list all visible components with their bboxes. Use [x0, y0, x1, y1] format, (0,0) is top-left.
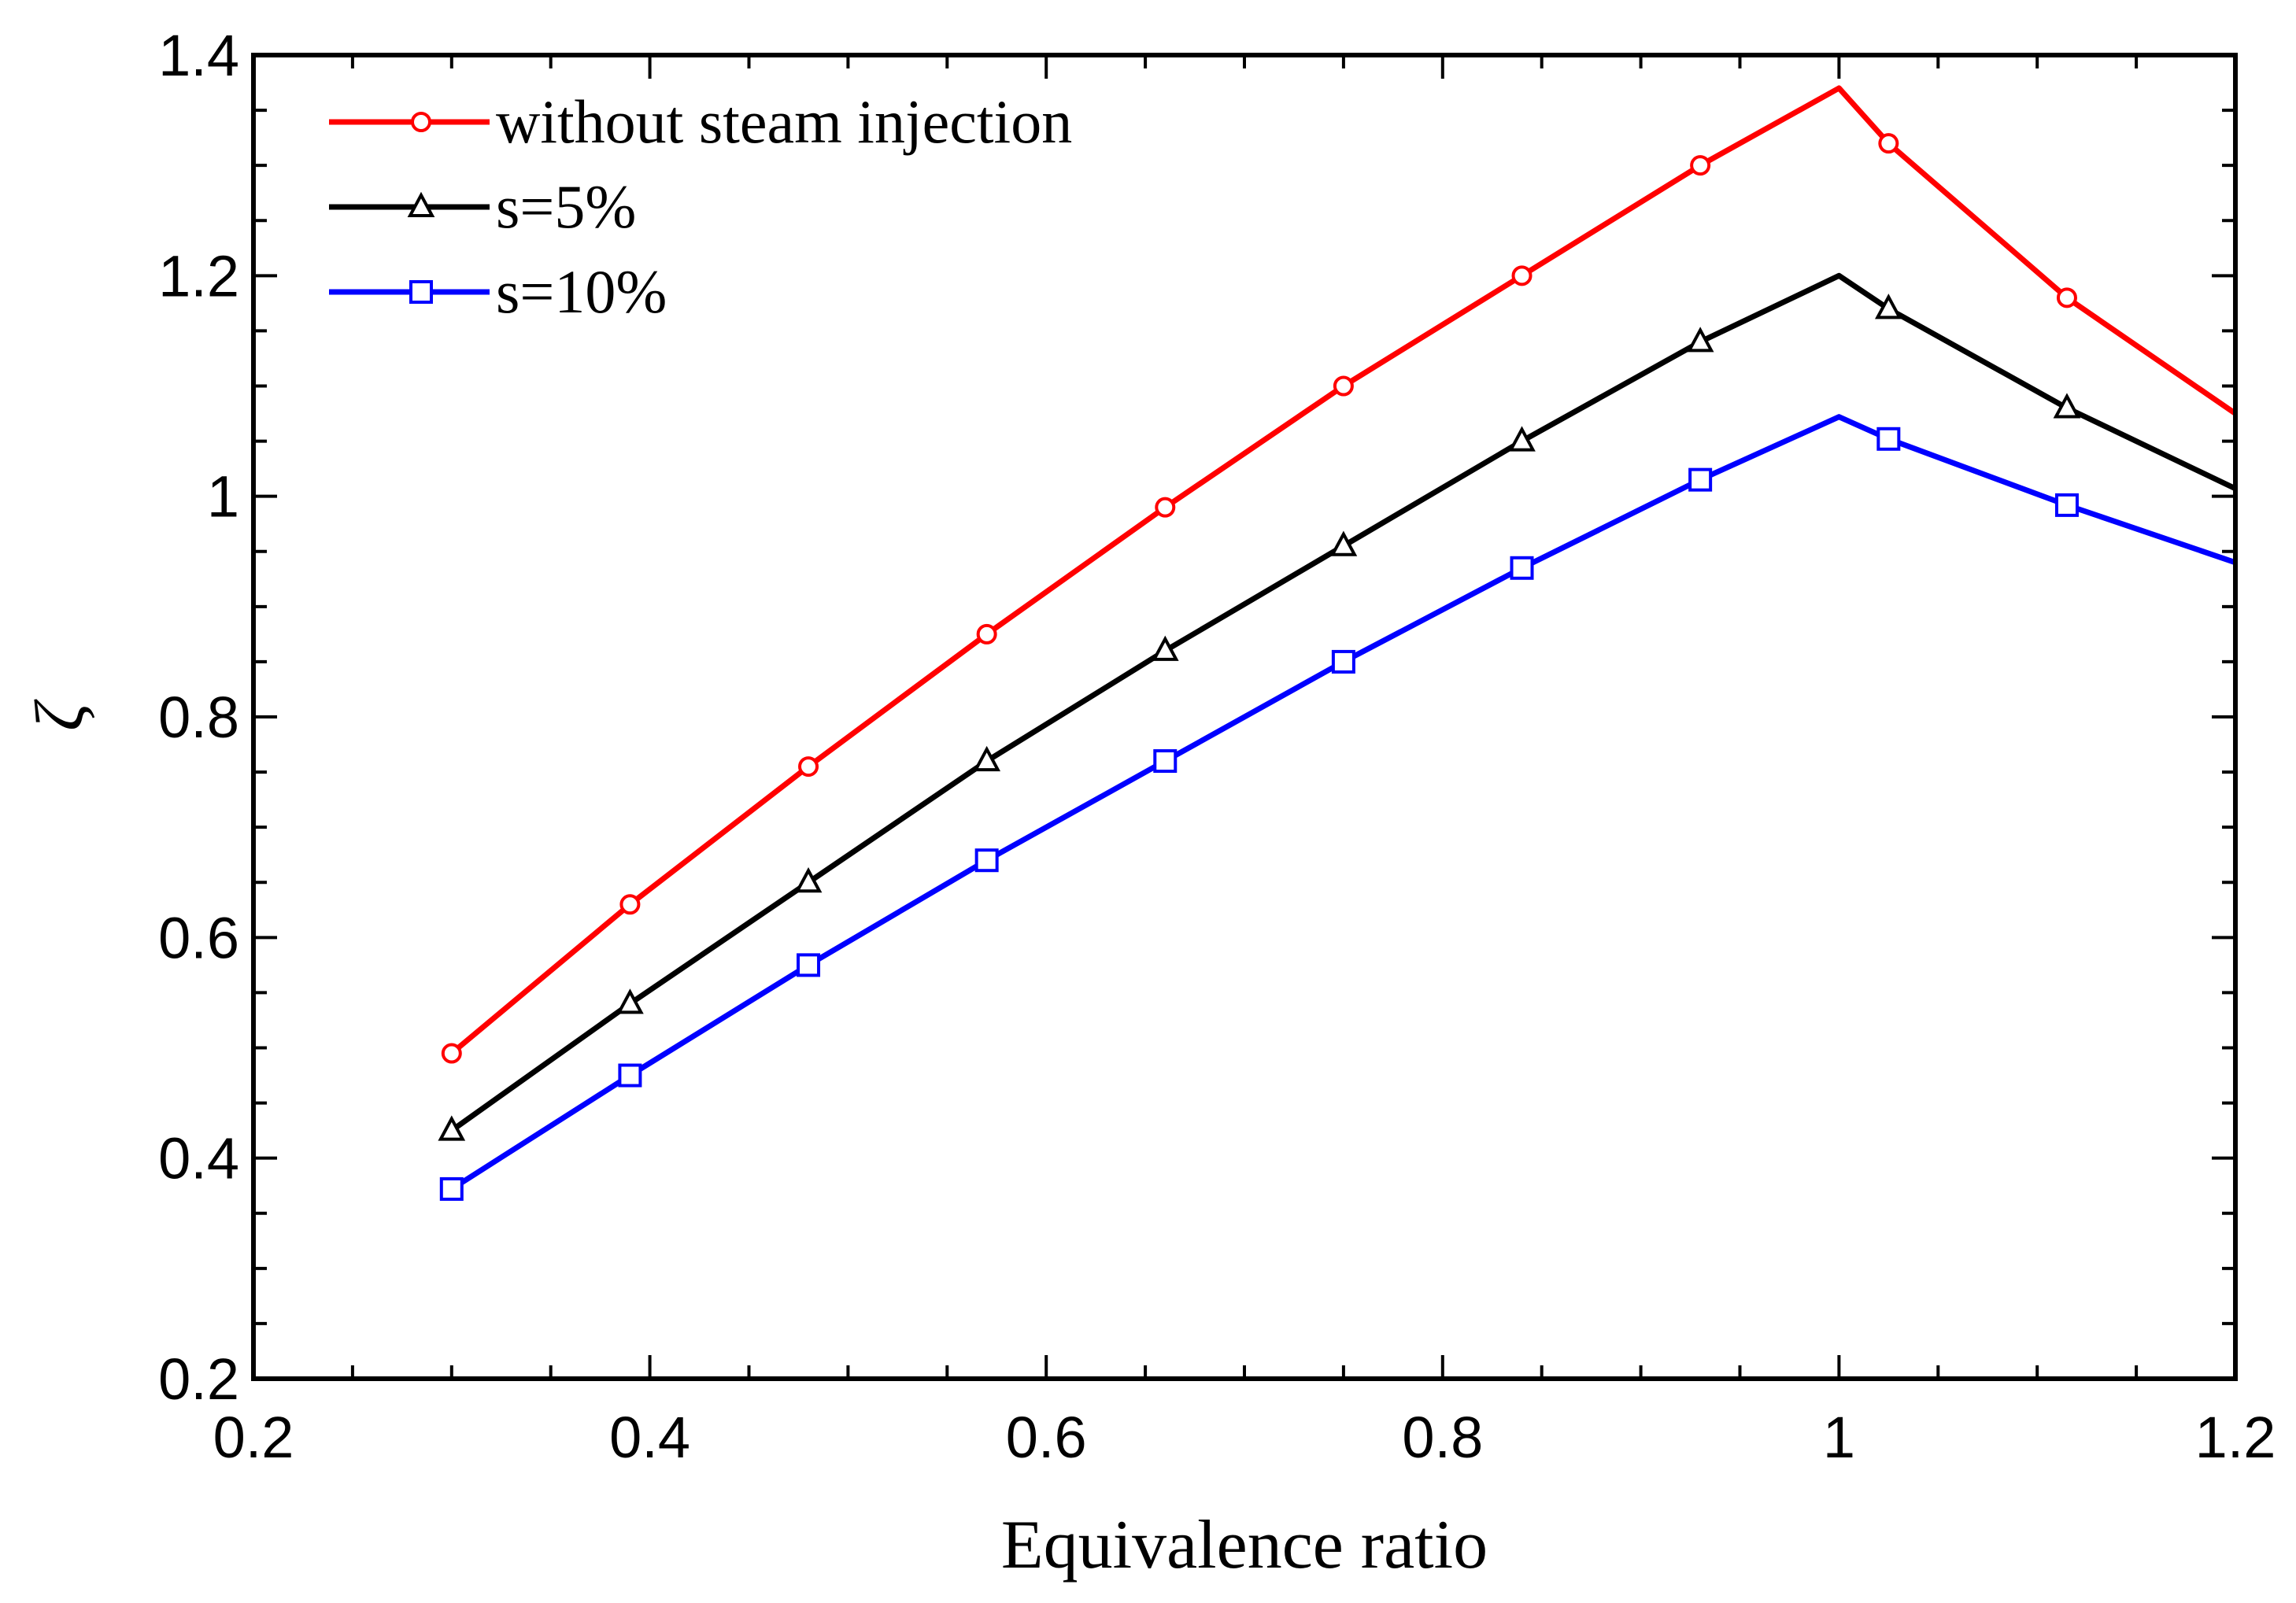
x-tick-label: 0.6: [1006, 1405, 1087, 1470]
x-tick-label: 1: [1823, 1405, 1855, 1470]
data-point: [2053, 393, 2081, 419]
series-2: [439, 414, 2237, 1201]
data-point: [794, 867, 823, 893]
data-point: [798, 756, 819, 777]
y-tick-label: 1.2: [158, 243, 239, 308]
x-tick-label: 0.4: [609, 1405, 690, 1470]
legend-marker: [411, 112, 431, 132]
data-point: [616, 988, 644, 1014]
y-tick-labels: 0.2 0.4 0.6 0.8 1 1.2 1.4: [158, 23, 239, 1412]
data-point: [1878, 133, 1899, 154]
series-0: [441, 85, 2237, 1064]
series-line: [449, 272, 2237, 1133]
series-line: [449, 414, 2237, 1191]
data-point: [797, 953, 821, 977]
x-tick-labels: 0.2 0.4 0.6 0.8 1 1.2: [213, 1405, 2276, 1470]
y-tick-label: 0.4: [158, 1126, 239, 1191]
data-point: [1688, 467, 1713, 492]
y-tick-label: 0.6: [158, 905, 239, 970]
data-point: [1153, 749, 1178, 774]
y-tick-label: 0.2: [158, 1346, 239, 1412]
series-layer: [438, 85, 2237, 1201]
data-point: [441, 1043, 462, 1064]
data-point: [973, 745, 1001, 772]
data-point: [1329, 530, 1358, 556]
x-tick-label: 0.2: [213, 1405, 294, 1470]
data-point: [1511, 265, 1533, 286]
data-point: [1333, 375, 1354, 397]
legend-label: without steam injection: [496, 87, 1072, 156]
x-tick-label: 0.8: [1402, 1405, 1483, 1470]
legend-marker: [409, 280, 433, 304]
y-axis-title: ζ: [22, 699, 98, 731]
legend: without steam injection s=5% s=10%: [329, 87, 1072, 326]
series-line: [449, 85, 2237, 1056]
data-point: [1510, 556, 1534, 580]
y-tick-label: 1.4: [158, 23, 239, 88]
data-point: [1686, 327, 1714, 353]
y-tick-label: 0.8: [158, 685, 239, 750]
x-tick-label: 1.2: [2195, 1405, 2276, 1470]
data-point: [974, 848, 999, 873]
legend-entry: s=10%: [329, 257, 667, 326]
data-point: [2054, 493, 2079, 517]
data-point: [439, 1176, 464, 1201]
data-point: [1151, 635, 1179, 661]
data-point: [976, 623, 997, 645]
data-point: [1331, 649, 1355, 674]
legend-entry: without steam injection: [329, 87, 1072, 156]
data-point: [1690, 155, 1711, 176]
legend-marker: [407, 191, 435, 217]
data-point: [1876, 427, 1901, 451]
series-1: [438, 272, 2237, 1141]
legend-label: s=5%: [496, 172, 636, 241]
x-axis-title: Equivalence ratio: [1001, 1507, 1488, 1583]
legend-entry: s=5%: [329, 172, 636, 241]
plot-frame: [251, 53, 2238, 1381]
data-point: [1155, 497, 1176, 518]
y-tick-label: 1: [207, 464, 239, 530]
legend-label: s=10%: [496, 257, 667, 326]
data-point: [2056, 287, 2077, 308]
data-point: [618, 1063, 642, 1088]
data-point: [1875, 294, 1902, 319]
data-point: [619, 894, 641, 915]
data-point: [438, 1115, 466, 1141]
data-point: [1508, 426, 1536, 452]
